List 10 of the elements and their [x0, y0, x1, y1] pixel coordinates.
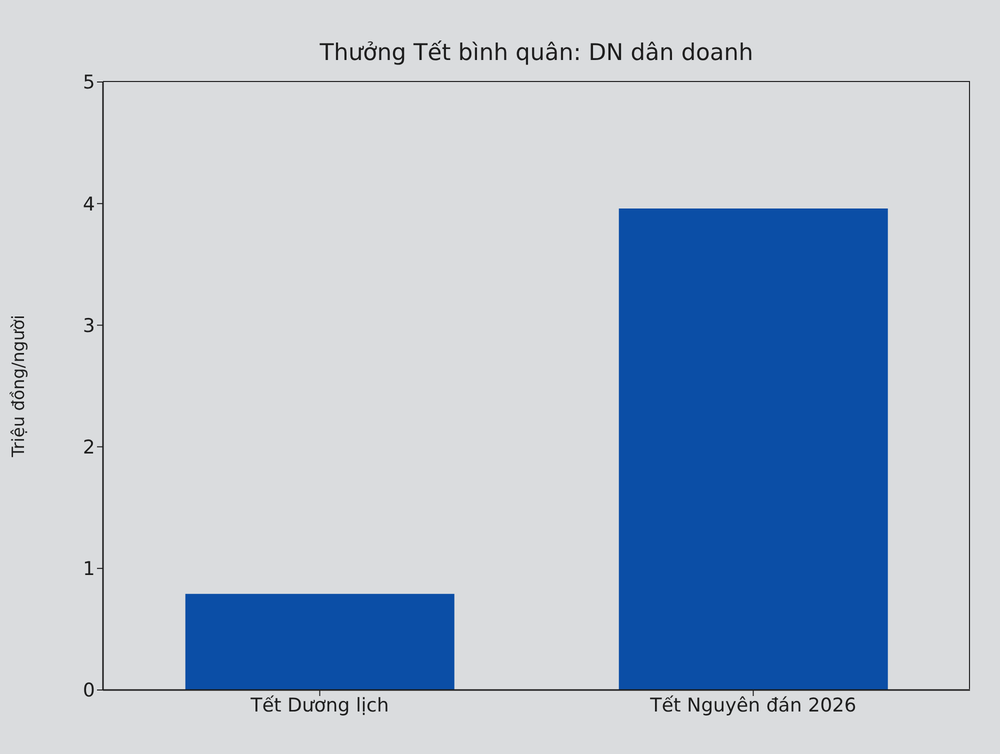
y-tick-label: 5 — [82, 72, 95, 94]
y-axis-title: Triệu đồng/người — [9, 314, 30, 458]
y-tick-label: 4 — [82, 193, 95, 216]
x-tick-label: Tết Dương lịch — [250, 694, 389, 716]
y-tick-label: 2 — [82, 436, 95, 459]
chart-title: Thưởng Tết bình quân: DN dân doanh — [318, 40, 754, 66]
y-tick-label: 0 — [82, 680, 95, 702]
y-tick-label: 1 — [82, 558, 95, 580]
x-tick-label: Tết Nguyên đán 2026 — [649, 694, 856, 716]
y-tick-label: 3 — [82, 314, 95, 337]
